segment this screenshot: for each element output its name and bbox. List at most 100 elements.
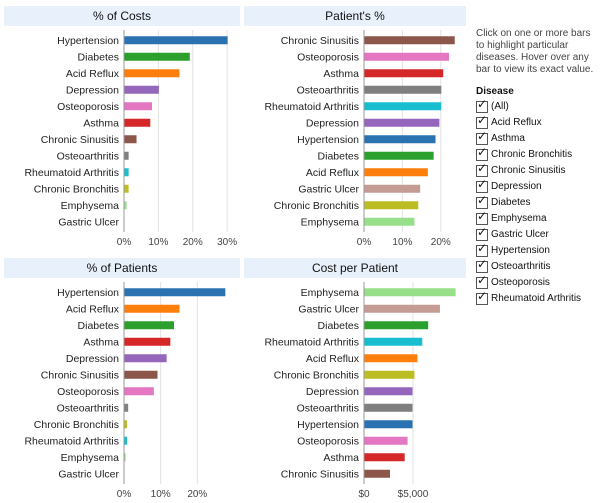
category-label: Depression (66, 353, 119, 365)
checkbox-checked-icon[interactable] (476, 290, 488, 305)
legend-title: Disease (476, 86, 514, 97)
disease-filter-item[interactable]: Asthma (476, 130, 601, 147)
bar[interactable] (124, 387, 154, 396)
bar[interactable] (124, 304, 180, 313)
category-label: Rheumatoid Arthritis (24, 435, 119, 447)
bar[interactable] (364, 69, 444, 78)
bar[interactable] (124, 102, 153, 111)
bar[interactable] (364, 387, 413, 396)
checkbox-checked-icon[interactable] (476, 226, 488, 241)
bar[interactable] (364, 102, 442, 111)
tick-label: 20% (183, 237, 203, 248)
bar[interactable] (364, 217, 415, 226)
checkbox-checked-icon[interactable] (476, 178, 488, 193)
category-label: Osteoporosis (57, 386, 119, 398)
bar[interactable] (364, 184, 421, 193)
category-label: Hypertension (57, 287, 119, 299)
checkbox-checked-icon[interactable] (476, 98, 488, 113)
bar[interactable] (364, 469, 390, 478)
bar[interactable] (124, 52, 190, 61)
category-label: Chronic Sinusitis (281, 468, 359, 480)
disease-filter-item[interactable]: (All) (476, 98, 601, 115)
disease-filter-label: Chronic Sinusitis (491, 165, 566, 176)
bar[interactable] (364, 118, 440, 127)
tick-label: 0% (117, 237, 132, 248)
bar[interactable] (364, 201, 419, 210)
bar[interactable] (124, 403, 129, 412)
category-label: Chronic Bronchitis (274, 369, 359, 381)
bar[interactable] (124, 420, 128, 429)
bar[interactable] (124, 201, 127, 210)
bar[interactable] (364, 420, 413, 429)
disease-filter-item[interactable]: Osteoporosis (476, 274, 601, 291)
disease-filter-item[interactable]: Rheumatoid Arthritis (476, 290, 601, 307)
bar[interactable] (364, 370, 415, 379)
bar[interactable] (124, 337, 171, 346)
disease-filter-label: Acid Reflux (491, 117, 542, 128)
disease-filter-item[interactable]: Gastric Ulcer (476, 226, 601, 243)
bar[interactable] (364, 288, 456, 297)
tick-label: 0% (357, 237, 372, 248)
bar[interactable] (124, 288, 226, 297)
disease-filter-label: Diabetes (491, 197, 531, 208)
disease-filter-item[interactable]: Chronic Bronchitis (476, 146, 601, 163)
bar[interactable] (364, 151, 434, 160)
category-label: Asthma (323, 68, 359, 80)
disease-filter-item[interactable]: Chronic Sinusitis (476, 162, 601, 179)
bar[interactable] (124, 85, 159, 94)
bar[interactable] (364, 453, 405, 462)
checkbox-checked-icon[interactable] (476, 194, 488, 209)
checkbox-checked-icon[interactable] (476, 274, 488, 289)
bar[interactable] (124, 118, 151, 127)
bar[interactable] (124, 151, 129, 160)
disease-filter-item[interactable]: Depression (476, 178, 601, 195)
disease-filter-item[interactable]: Acid Reflux (476, 114, 601, 131)
category-label: Osteoporosis (297, 435, 359, 447)
bar[interactable] (364, 85, 442, 94)
bar[interactable] (124, 354, 167, 363)
disease-filter-item[interactable]: Osteoarthritis (476, 258, 601, 275)
disease-filter-item[interactable]: Hypertension (476, 242, 601, 259)
bar[interactable] (364, 52, 449, 61)
bar[interactable] (364, 354, 418, 363)
category-label: Rheumatoid Arthritis (24, 167, 119, 179)
checkbox-checked-icon[interactable] (476, 258, 488, 273)
category-label: Acid Reflux (66, 68, 120, 80)
bar[interactable] (364, 436, 408, 445)
bar[interactable] (124, 436, 128, 445)
checkbox-checked-icon[interactable] (476, 210, 488, 225)
bar[interactable] (364, 36, 455, 45)
category-label: Osteoporosis (297, 51, 359, 63)
bar[interactable] (364, 321, 429, 330)
bar[interactable] (364, 135, 436, 144)
disease-filter-item[interactable]: Diabetes (476, 194, 601, 211)
chart-title: Patient's % (244, 6, 466, 26)
bar[interactable] (124, 321, 175, 330)
bar[interactable] (124, 453, 126, 462)
category-label: Gastric Ulcer (58, 468, 119, 480)
category-label: Chronic Bronchitis (34, 419, 119, 431)
bar[interactable] (124, 168, 129, 177)
bar[interactable] (364, 403, 413, 412)
disease-filter-list: (All) Acid Reflux Asthma Chronic Bronchitis… (476, 98, 601, 307)
bar[interactable] (124, 370, 158, 379)
disease-filter-item[interactable]: Emphysema (476, 210, 601, 227)
checkbox-checked-icon[interactable] (476, 242, 488, 257)
checkbox-checked-icon[interactable] (476, 162, 488, 177)
bar[interactable] (124, 36, 228, 45)
bar[interactable] (124, 69, 180, 78)
checkbox-checked-icon[interactable] (476, 114, 488, 129)
chart-title: % of Patients (4, 258, 240, 278)
bar[interactable] (364, 168, 428, 177)
bar[interactable] (364, 304, 440, 313)
category-label: Asthma (323, 452, 359, 464)
panel-pct-costs: % of Costs Hypertension Diabetes Acid Refl… (4, 6, 240, 256)
bar[interactable] (124, 184, 129, 193)
category-label: Emphysema (61, 452, 120, 464)
bar[interactable] (364, 337, 423, 346)
panel-cost-per-patient: Cost per Patient Emphysema Gastric Ulcer D… (244, 258, 466, 503)
category-label: Acid Reflux (306, 353, 360, 365)
checkbox-checked-icon[interactable] (476, 146, 488, 161)
bar[interactable] (124, 135, 137, 144)
checkbox-checked-icon[interactable] (476, 130, 488, 145)
